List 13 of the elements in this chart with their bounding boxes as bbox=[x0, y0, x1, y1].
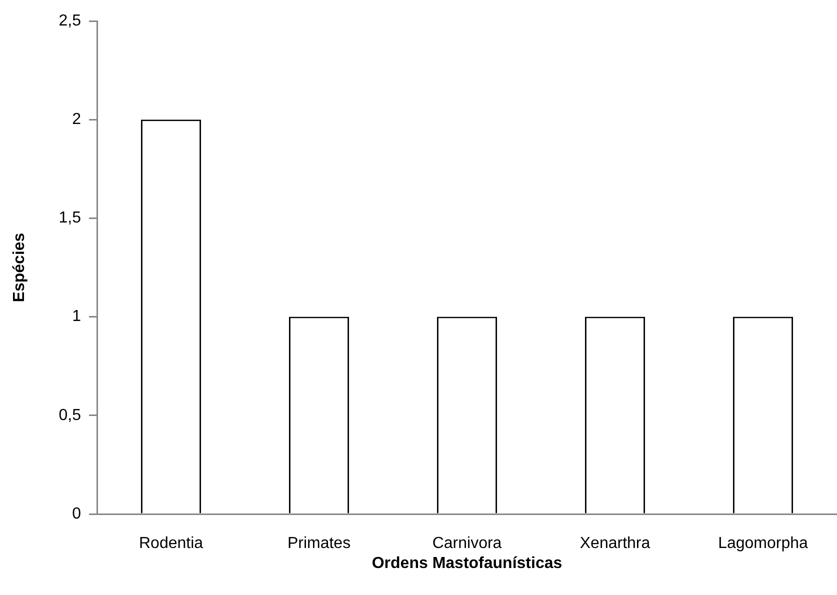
y-tick-label: 0 bbox=[72, 505, 82, 522]
x-tick-label: Carnivora bbox=[432, 535, 502, 552]
x-tick-label: Lagomorpha bbox=[718, 535, 808, 552]
x-tick-label: Xenarthra bbox=[580, 535, 650, 552]
y-tick-label: 2,5 bbox=[58, 12, 82, 30]
y-tick-label: 0,5 bbox=[58, 406, 82, 424]
y-axis-title: Espécies bbox=[11, 232, 28, 302]
x-axis-title: Ordens Mastofaunísticas bbox=[372, 554, 562, 572]
y-tick-label: 1,5 bbox=[58, 210, 82, 227]
y-tick-label: 2 bbox=[72, 111, 82, 128]
x-tick-label: Primates bbox=[287, 535, 351, 552]
x-tick-label: Rodentia bbox=[138, 535, 204, 552]
y-tick-label: 1 bbox=[72, 308, 82, 326]
